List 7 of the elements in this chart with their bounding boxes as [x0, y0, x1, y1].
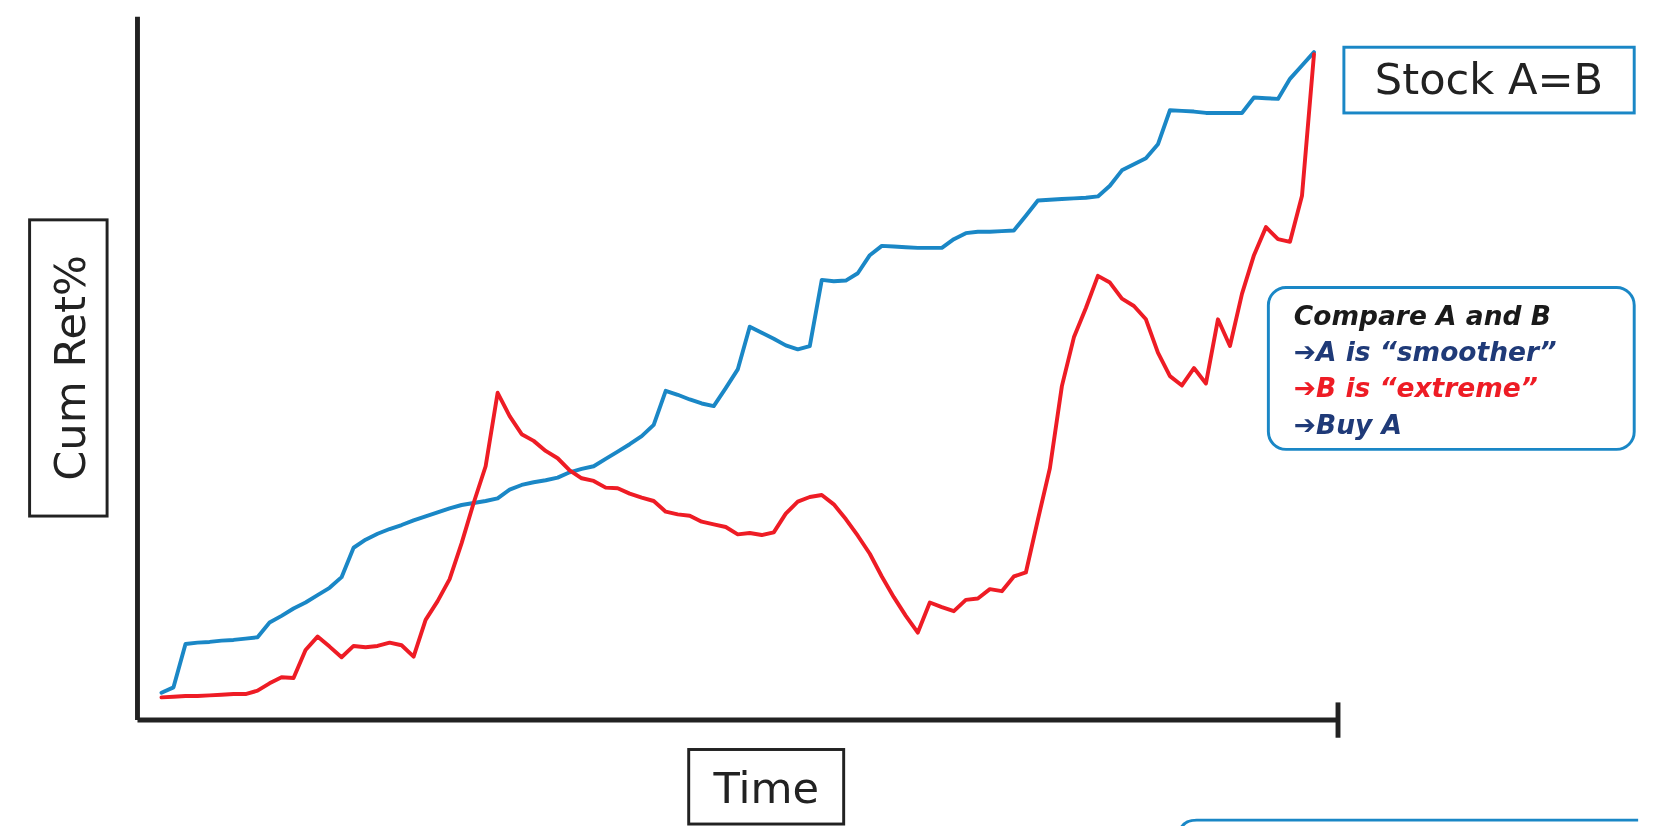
annotation: ➔Buy A [1293, 408, 1403, 440]
x-axis-title: Time [712, 763, 819, 814]
text: Stock A=B [1374, 54, 1604, 105]
y-axis-title: Cum Ret% [44, 255, 95, 481]
annotation: ➔A is “smoother” [1293, 336, 1557, 368]
annotation: ➔B is “extreme” [1293, 372, 1538, 404]
annotation: Compare A and B [1293, 299, 1551, 331]
